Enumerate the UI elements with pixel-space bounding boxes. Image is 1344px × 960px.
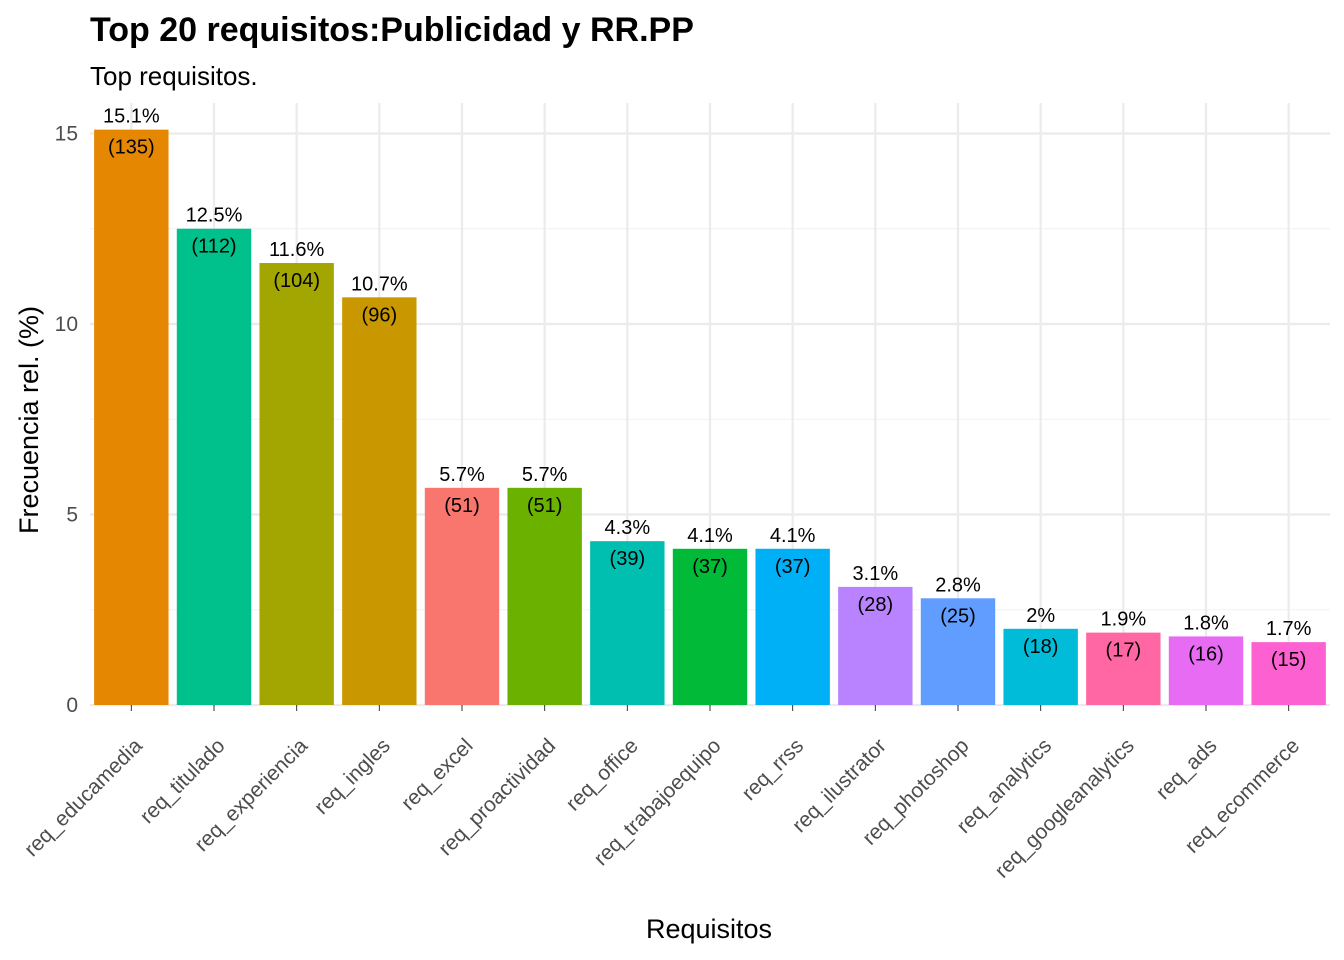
bar-req_ilustrator [838, 586, 913, 705]
bar-count-label: (15) [1271, 649, 1307, 671]
bar-req_photoshop [920, 598, 996, 705]
bar-req_titulado [176, 228, 252, 705]
bar-req_office [590, 541, 665, 705]
bar-percent-label: 5.7% [522, 464, 568, 486]
x-tick-label: req_office [562, 734, 643, 815]
x-tick-label: req_ads [1152, 734, 1222, 804]
bar-percent-label: 5.7% [439, 464, 485, 486]
y-tick-label: 5 [66, 503, 78, 526]
bar-req_rrss [755, 548, 830, 705]
bar-req_trabajoequipo [672, 548, 748, 705]
x-axis: req_educamediareq_tituladoreq_experienci… [20, 705, 1304, 883]
y-axis-title: Frecuencia rel. (%) [14, 306, 44, 534]
bar-count-label: (112) [191, 236, 236, 258]
bar-req_ingles [342, 297, 417, 705]
bar-percent-label: 2.8% [935, 574, 981, 596]
bars: 15.1% (135) 12.5% (112) 11.6% (104) 10.7% (96) 5… [94, 106, 1326, 705]
y-tick-label: 10 [55, 313, 78, 336]
bar-req_analytics [1003, 628, 1078, 705]
bar-count-label: (51) [527, 495, 563, 517]
bar-req_excel [424, 487, 500, 705]
bar-percent-label: 11.6% [269, 239, 324, 261]
bar-percent-label: 4.3% [605, 517, 651, 539]
bar-req_googleanalytics [1086, 632, 1161, 705]
bar-req_ecommerce [1251, 642, 1326, 705]
bar-percent-label: 12.5% [186, 205, 243, 227]
bar-percent-label: 3.1% [853, 563, 899, 585]
bar-req_proactividad [507, 487, 582, 705]
bar-count-label: (37) [692, 556, 728, 578]
chart-subtitle: Top requisitos. [90, 61, 258, 91]
bar-percent-label: 15.1% [103, 106, 160, 128]
bar-percent-label: 2% [1026, 605, 1055, 627]
bar-percent-label: 10.7% [351, 273, 408, 295]
bar-req_ads [1168, 636, 1244, 705]
bar-count-label: (135) [108, 137, 155, 159]
x-tick-label: req_excel [397, 734, 478, 815]
x-tick-label: req_googleanalytics [991, 734, 1139, 882]
bar-percent-label: 1.8% [1183, 612, 1229, 634]
x-tick-label: req_rrss [737, 734, 808, 805]
bar-req_experiencia [259, 263, 334, 705]
x-tick-label: req_educamedia [20, 734, 147, 861]
x-tick-label: req_ingles [310, 734, 395, 819]
x-axis-title: Requisitos [646, 914, 772, 944]
bar-count-label: (104) [273, 270, 320, 292]
bar-req_educamedia [94, 129, 169, 705]
bar-count-label: (28) [858, 594, 894, 616]
bar-count-label: (51) [444, 495, 480, 517]
bar-count-label: (96) [362, 304, 398, 326]
bar-count-label: (39) [610, 548, 646, 570]
bar-percent-label: 4.1% [687, 525, 733, 547]
bar-percent-label: 1.7% [1266, 618, 1312, 640]
y-tick-label: 15 [55, 122, 78, 145]
bar-count-label: (16) [1188, 643, 1224, 665]
bar-count-label: (37) [775, 556, 811, 578]
bar-percent-label: 1.9% [1101, 609, 1147, 631]
bar-count-label: (18) [1023, 636, 1059, 658]
y-axis: 0 5 10 15 [55, 122, 78, 717]
bar-count-label: (17) [1106, 640, 1142, 662]
bar-count-label: (25) [940, 605, 976, 627]
y-tick-label: 0 [66, 694, 78, 717]
bar-percent-label: 4.1% [770, 525, 816, 547]
chart-title: Top 20 requisitos:Publicidad y RR.PP [90, 11, 694, 49]
